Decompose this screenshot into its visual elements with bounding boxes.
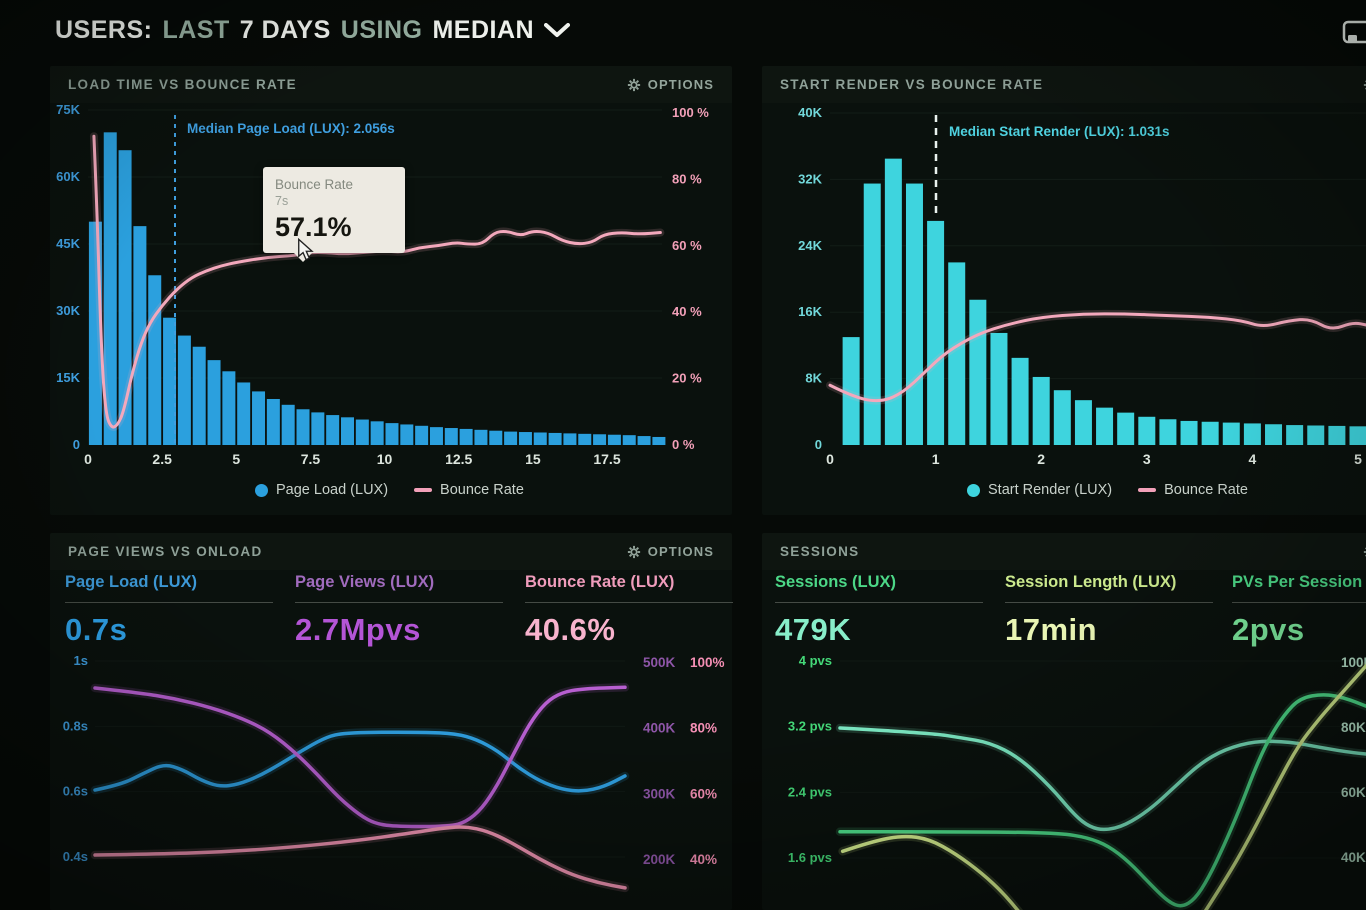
title-days: 7 DAYS — [239, 16, 331, 44]
page-load-swatch-icon — [255, 483, 268, 497]
legend-label: Page Load (LUX) — [276, 482, 389, 498]
metric-bounce-rate: Bounce Rate (LUX) 40.6% — [525, 573, 733, 648]
legend-item: Page Load (LUX) — [255, 482, 388, 498]
options-label: OPTIONS — [647, 544, 714, 559]
legend-label: Bounce Rate — [440, 482, 524, 498]
metric-value: 2pvs — [1232, 612, 1305, 647]
metric-sessions: Sessions (LUX) 479K — [775, 573, 983, 648]
panel-load-time: LOAD TIME VS BOUNCE RATE OPTIONS Page Lo… — [50, 66, 732, 515]
aggregation-dropdown[interactable]: MEDIAN — [432, 16, 571, 45]
display-icon[interactable] — [1342, 20, 1366, 51]
legend-label: Start Render (LUX) — [988, 482, 1113, 498]
legend-item: Start Render (LUX) — [967, 482, 1112, 498]
bounce-rate-swatch-icon — [414, 488, 433, 492]
title-aggregation: MEDIAN — [432, 16, 535, 44]
legend-item: Bounce Rate — [414, 482, 524, 498]
start-render-swatch-icon — [967, 483, 980, 497]
metric-value: 17min — [1005, 612, 1098, 647]
metric-value: 2.7Mpvs — [295, 612, 421, 647]
title-last: LAST — [162, 16, 230, 44]
metric-pvs-per-session: PVs Per Session (LUX) 2pvs — [1232, 573, 1366, 648]
metric-label: Session Length (LUX) — [1005, 573, 1213, 603]
gear-icon — [627, 545, 640, 558]
mouse-cursor-icon — [297, 237, 314, 266]
tooltip-value: 57.1% — [275, 212, 352, 242]
panel-load-time-header: LOAD TIME VS BOUNCE RATE OPTIONS — [50, 66, 732, 103]
options-button[interactable]: OPTIONS — [627, 544, 714, 559]
gear-icon — [627, 78, 640, 91]
metric-page-views: Page Views (LUX) 2.7Mpvs — [295, 573, 503, 648]
panel-page-views-header: PAGE VIEWS VS ONLOAD OPTIONS — [50, 533, 732, 570]
tooltip-series: Bounce Rate — [275, 177, 354, 192]
legend-label: Bounce Rate — [1164, 482, 1248, 498]
tooltip-x-value: 7s — [275, 194, 289, 208]
legend-item: Bounce Rate — [1138, 482, 1248, 498]
panel-page-views: PAGE VIEWS VS ONLOAD OPTIONS Page Load (… — [50, 533, 733, 910]
chart-tooltip: Bounce Rate 7s 57.1% — [263, 167, 405, 262]
panel-title: PAGE VIEWS VS ONLOAD — [68, 544, 263, 559]
metric-label: Sessions (LUX) — [775, 573, 983, 603]
metric-session-length: Session Length (LUX) 17min — [1005, 573, 1213, 648]
metric-page-load: Page Load (LUX) 0.7s — [65, 573, 273, 648]
metric-value: 479K — [775, 612, 852, 647]
options-button[interactable]: OPTIONS — [627, 77, 714, 92]
panel-title: SESSIONS — [780, 544, 860, 559]
panel-start-render: START RENDER VS BOUNCE RATE OPTIONS Star… — [762, 66, 1366, 515]
panel-title: START RENDER VS BOUNCE RATE — [780, 77, 1044, 92]
metric-label: PVs Per Session (LUX) — [1232, 573, 1366, 603]
metric-value: 0.7s — [65, 612, 128, 647]
panel-start-render-header: START RENDER VS BOUNCE RATE OPTIONS — [762, 66, 1366, 103]
options-label: OPTIONS — [647, 77, 714, 92]
page-title: USERS: LAST 7 DAYS USING MEDIAN — [55, 16, 571, 45]
panel-title: LOAD TIME VS BOUNCE RATE — [68, 77, 297, 92]
metric-value: 40.6% — [525, 612, 616, 647]
panel-sessions: SESSIONS OPTIONS Sessions (LUX) 479K — [762, 533, 1366, 910]
metric-label: Page Views (LUX) — [295, 573, 503, 603]
chevron-down-icon — [544, 23, 571, 37]
bounce-rate-swatch-icon — [1138, 488, 1157, 492]
title-users: USERS: — [55, 16, 153, 44]
legend: Start Render (LUX) Bounce Rate — [967, 482, 1248, 498]
title-using: USING — [340, 16, 423, 44]
legend: Page Load (LUX) Bounce Rate — [255, 482, 524, 498]
metric-label: Bounce Rate (LUX) — [525, 573, 733, 603]
metric-label: Page Load (LUX) — [65, 573, 273, 603]
panel-sessions-header: SESSIONS OPTIONS — [762, 533, 1366, 570]
